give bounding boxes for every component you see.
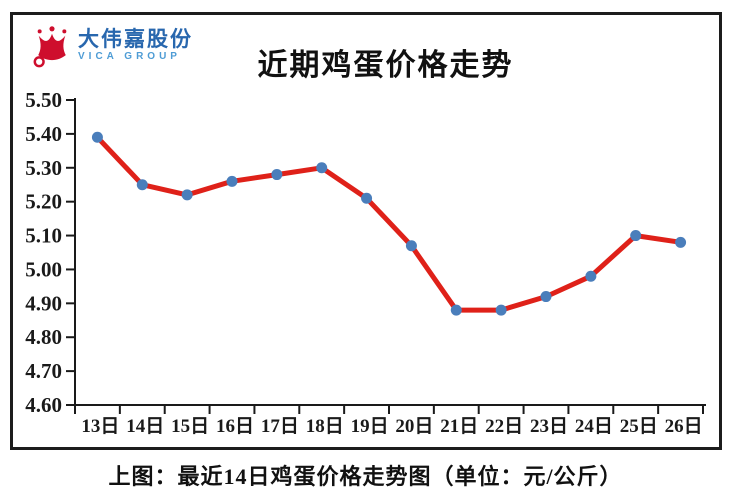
line-chart: 5.50 5.40 5.30 5.20 5.10 5.00 4.90 4.80 4.70 4.60… <box>25 88 706 437</box>
y-tick-label: 4.80 <box>25 325 62 349</box>
x-tick-label: 19日 <box>351 416 389 437</box>
chart-title: 近期鸡蛋价格走势 <box>257 49 514 82</box>
data-point-marker <box>450 304 462 316</box>
y-tick-label: 5.20 <box>25 190 62 214</box>
price-line <box>94 134 684 313</box>
y-tick-label: 5.40 <box>25 122 62 146</box>
crown-icon <box>33 26 67 68</box>
logo: 大伟嘉股份 VICA GROUP <box>33 24 193 70</box>
x-tick-label: 24日 <box>575 416 613 437</box>
data-point-marker <box>91 131 103 143</box>
data-point-marker <box>405 240 417 252</box>
data-point-marker <box>540 291 552 303</box>
x-tick-label: 18日 <box>306 416 344 437</box>
x-tick-label: 14日 <box>126 416 164 437</box>
caption: 上图：最近14日鸡蛋价格走势图（单位：元/公斤） <box>108 464 623 489</box>
x-tick-label: 20日 <box>395 416 433 437</box>
data-point-marker <box>675 236 687 248</box>
x-tick-label: 15日 <box>171 416 209 437</box>
data-point-marker <box>585 270 597 282</box>
x-tick-label: 26日 <box>665 416 703 437</box>
data-point-marker <box>495 304 507 316</box>
y-tick-label: 5.10 <box>25 224 62 248</box>
data-point-marker <box>181 189 193 201</box>
y-tick-label: 4.90 <box>25 291 62 315</box>
data-point-marker <box>316 162 328 174</box>
y-tick-label: 5.30 <box>25 156 62 180</box>
data-point-marker <box>226 175 238 187</box>
y-tick-label: 4.60 <box>25 393 62 417</box>
y-tick-label: 5.50 <box>25 88 62 112</box>
x-tick-label: 22日 <box>485 416 523 437</box>
x-tick-label: 23日 <box>530 416 568 437</box>
x-tick-label: 16日 <box>216 416 254 437</box>
logo-group-name: VICA GROUP <box>78 51 181 63</box>
x-tick-label: 25日 <box>620 416 658 437</box>
chart-frame <box>10 12 722 450</box>
data-point-marker <box>361 192 373 204</box>
logo-text: 大伟嘉股份 VICA GROUP <box>78 24 193 62</box>
y-tick-label: 5.00 <box>25 257 62 281</box>
data-point-marker <box>630 230 642 242</box>
data-point-marker <box>271 169 283 181</box>
x-tick-label: 17日 <box>261 416 299 437</box>
x-tick-label: 13日 <box>81 416 119 437</box>
x-tick-label: 21日 <box>440 416 478 437</box>
logo-company-name: 大伟嘉股份 <box>78 27 193 51</box>
y-tick-label: 4.70 <box>25 359 62 383</box>
data-point-marker <box>136 179 148 191</box>
